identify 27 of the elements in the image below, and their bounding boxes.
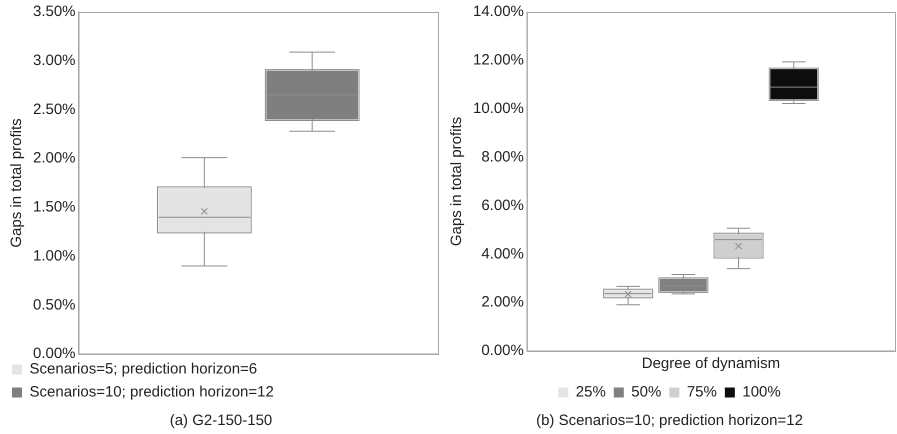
legend-label: Scenarios=10; prediction horizon=12 <box>30 384 274 401</box>
y-tick-label: 2.00% <box>32 150 76 167</box>
legend-label: 75% <box>686 384 717 401</box>
y-tick-label: 2.00% <box>481 294 524 311</box>
y-tick-label: 1.50% <box>32 198 76 216</box>
y-tick-label: 10.00% <box>473 100 524 117</box>
y-tick-label: 12.00% <box>473 52 524 69</box>
y-tick-label: 3.00% <box>32 52 76 69</box>
legend-label: Scenarios=5; prediction horizon=6 <box>30 360 258 378</box>
y-axis-title: Gaps in total profits <box>8 118 26 248</box>
legend-label: 100% <box>742 384 781 401</box>
legend-label: 50% <box>631 384 662 401</box>
y-tick-label: 1.00% <box>32 247 76 264</box>
x-axis-title: Degree of dynamism <box>642 355 780 372</box>
y-tick-label: 0.00% <box>32 345 76 362</box>
text: (b) Scenarios=10; prediction horizon=12 <box>536 412 803 430</box>
y-axis-title: Gaps in total profits <box>448 116 466 246</box>
y-tick-label: 14.00% <box>473 3 524 20</box>
y-tick-label: 4.00% <box>481 245 524 262</box>
y-tick-label: 0.50% <box>32 296 76 314</box>
y-tick-label: 0.00% <box>481 342 524 360</box>
text: (a) G2-150-150 <box>170 412 272 430</box>
y-tick-label: 8.00% <box>481 148 524 166</box>
y-tick-label: 2.50% <box>32 100 76 118</box>
y-tick-label: 6.00% <box>481 196 524 214</box>
legend-label: 25% <box>576 384 606 401</box>
y-tick-label: 3.50% <box>32 3 76 20</box>
